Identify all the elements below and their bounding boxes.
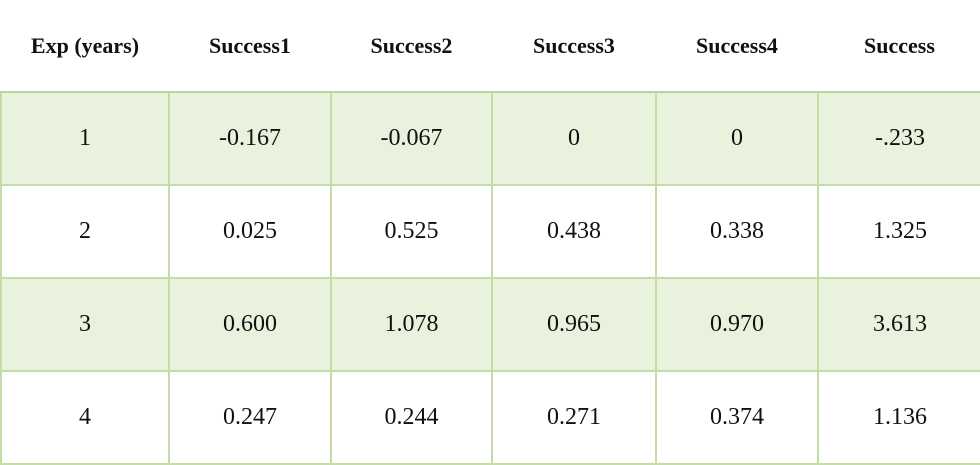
table-cell: 1.325	[817, 184, 980, 279]
table-cell: 0.438	[491, 184, 657, 279]
table-cell: 0.374	[655, 370, 819, 465]
table-cell: 0	[491, 91, 657, 186]
table-row: 4 0.247 0.244 0.271 0.374 1.136	[0, 370, 980, 465]
table-cell: 1.078	[330, 277, 493, 372]
table-cell: 0.525	[330, 184, 493, 279]
column-header-success3: Success3	[492, 0, 656, 93]
table-cell: 1.136	[817, 370, 980, 465]
table-cell: 0	[655, 91, 819, 186]
column-header-success4: Success4	[656, 0, 818, 93]
table-cell: 0.338	[655, 184, 819, 279]
table-cell: 3	[0, 277, 170, 372]
table-cell: 2	[0, 184, 170, 279]
table-cell: 3.613	[817, 277, 980, 372]
table-cell: 0.247	[168, 370, 332, 465]
table-cell: 4	[0, 370, 170, 465]
table-cell: 0.600	[168, 277, 332, 372]
column-header-success: Success	[818, 0, 980, 93]
table-cell: 0.970	[655, 277, 819, 372]
table-cell: -.233	[817, 91, 980, 186]
table-cell: 0.025	[168, 184, 332, 279]
table-cell: 1	[0, 91, 170, 186]
column-header-success2: Success2	[331, 0, 492, 93]
table-header: Exp (years) Success1 Success2 Success3 S…	[1, 0, 980, 93]
table-cell: -0.067	[330, 91, 493, 186]
table-row: 2 0.025 0.525 0.438 0.338 1.325	[0, 184, 980, 279]
table-cell: 0.244	[330, 370, 493, 465]
column-header-exp-years: Exp (years)	[1, 0, 169, 93]
table-cell: -0.167	[168, 91, 332, 186]
column-header-success1: Success1	[169, 0, 331, 93]
table-cell: 0.965	[491, 277, 657, 372]
table-row: 1 -0.167 -0.067 0 0 -.233	[0, 91, 980, 186]
table-body: 1 -0.167 -0.067 0 0 -.233 2 0.025 0.525 …	[0, 91, 980, 465]
table-cell: 0.271	[491, 370, 657, 465]
header-row: Exp (years) Success1 Success2 Success3 S…	[1, 0, 980, 93]
table-row: 3 0.600 1.078 0.965 0.970 3.613	[0, 277, 980, 372]
